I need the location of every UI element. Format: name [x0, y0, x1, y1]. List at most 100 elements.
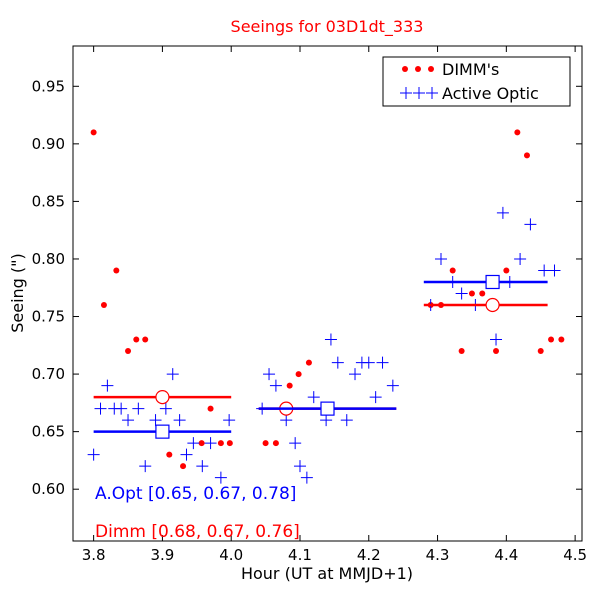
active-optic-point [132, 402, 145, 415]
active-optic-point [324, 333, 337, 346]
dimm-mean-marker [485, 297, 500, 313]
legend-label-dimm: DIMM's [442, 60, 499, 79]
active-optic-point [349, 368, 362, 381]
dimm-point [523, 152, 530, 159]
x-axis-label: Hour (UT at MMJD+1) [241, 564, 413, 583]
dimm-point [295, 371, 302, 378]
active-optic-point [196, 460, 209, 473]
y-tick-label: 0.85 [32, 192, 65, 210]
active-optic-point [548, 264, 561, 277]
active-optic-point [293, 460, 306, 473]
dimm-point [166, 451, 173, 458]
active-optic-point [524, 218, 537, 231]
x-tick-label: 4.0 [219, 546, 243, 564]
y-tick-label: 0.60 [32, 480, 65, 498]
active-optic-point [434, 252, 447, 265]
chart-title: Seeings for 03D1dt_333 [231, 17, 424, 37]
active-optic-point [204, 437, 217, 450]
dimm-point [449, 267, 456, 274]
active-optic-point [340, 414, 353, 427]
plot-area [87, 129, 565, 484]
x-tick-label: 4.1 [288, 546, 312, 564]
legend-dimm-dot [402, 66, 408, 72]
active-optic-point [122, 414, 135, 427]
annotation-active-optic: A.Opt [0.65, 0.67, 0.78] [95, 484, 296, 504]
active-optic-point [139, 460, 152, 473]
active-optic-point [280, 414, 293, 427]
dimm-point [262, 440, 269, 447]
y-tick-label: 0.95 [32, 77, 65, 95]
y-tick-label: 0.75 [32, 308, 65, 326]
active-optic-point [386, 379, 399, 392]
legend-active-optic-plus [426, 87, 438, 99]
y-tick-label: 0.65 [32, 423, 65, 441]
dimm-point [468, 290, 475, 297]
active-optic-point [269, 379, 282, 392]
plot-frame [72, 45, 583, 542]
active-optic-point [263, 368, 276, 381]
axes: 3.8 3.9 4.0 4.1 4.2 4.3 4.4 4.5 0.60 0.65 0.70 0.75… [32, 45, 587, 564]
active-optic-point [187, 437, 200, 450]
x-tick-label: 3.9 [150, 546, 174, 564]
legend: DIMM's Active Optic [382, 56, 571, 107]
active-optic-point [307, 391, 320, 404]
dimm-point [286, 382, 293, 389]
active-optic-point [362, 356, 375, 369]
dimm-point [100, 302, 107, 309]
legend-marker-active-optic [400, 87, 438, 99]
y-axis-label: Seeing (") [8, 253, 27, 333]
dimm-point [514, 129, 521, 136]
active-optic-point [214, 471, 227, 484]
annotation-dimm: Dimm [0.68, 0.67, 0.76] [95, 522, 300, 542]
active-optic-point [87, 448, 100, 461]
dimm-point [113, 267, 120, 274]
y-tick-label: 0.90 [32, 135, 65, 153]
active-optic-point [115, 402, 128, 415]
legend-dimm-dot [415, 66, 421, 72]
active-optic-point [320, 414, 333, 427]
y-tick-label: 0.80 [32, 250, 65, 268]
x-tick-label: 4.4 [494, 546, 518, 564]
active-optic-point [289, 437, 302, 450]
active-optic-mean-marker [155, 424, 170, 439]
dimm-point [558, 336, 565, 343]
x-tick-label: 3.8 [82, 546, 106, 564]
y-tick-label: 0.70 [32, 365, 65, 383]
active-optic-point [455, 287, 468, 300]
active-optic-point [149, 414, 162, 427]
x-tick-label: 4.3 [426, 546, 450, 564]
legend-dimm-dot [428, 66, 434, 72]
legend-active-optic-plus [400, 87, 412, 99]
legend-label-active-optic: Active Optic [442, 84, 539, 103]
dimm-mean-marker [155, 390, 170, 405]
legend-box [382, 56, 571, 107]
active-optic-mean-marker [485, 274, 500, 290]
legend-marker-dimm [402, 66, 434, 72]
active-optic-point [300, 471, 313, 484]
dimm-point [548, 336, 555, 343]
active-optic-point [223, 414, 236, 427]
active-optic-point [331, 356, 344, 369]
dimm-point [479, 290, 486, 297]
active-optic-point [490, 333, 503, 346]
dimm-point [537, 348, 544, 355]
dimm-point [493, 348, 500, 355]
dimm-point [125, 348, 132, 355]
dimm-point [305, 359, 312, 366]
dimm-point [142, 336, 149, 343]
active-optic-point [369, 391, 382, 404]
dimm-point [133, 336, 140, 343]
annotations: A.Opt [0.65, 0.67, 0.78] Dimm [0.68, 0.6… [95, 484, 300, 542]
dimm-point [217, 440, 224, 447]
dimm-point [272, 440, 279, 447]
dimm-point [226, 440, 233, 447]
dimm-point [198, 440, 205, 447]
x-tick-label: 4.2 [357, 546, 381, 564]
active-optic-point [180, 448, 193, 461]
dimm-point [458, 348, 465, 355]
active-optic-point [514, 252, 527, 265]
active-optic-mean-marker [320, 401, 335, 416]
x-tick-label: 4.5 [563, 546, 587, 564]
active-optic-point [159, 402, 172, 415]
